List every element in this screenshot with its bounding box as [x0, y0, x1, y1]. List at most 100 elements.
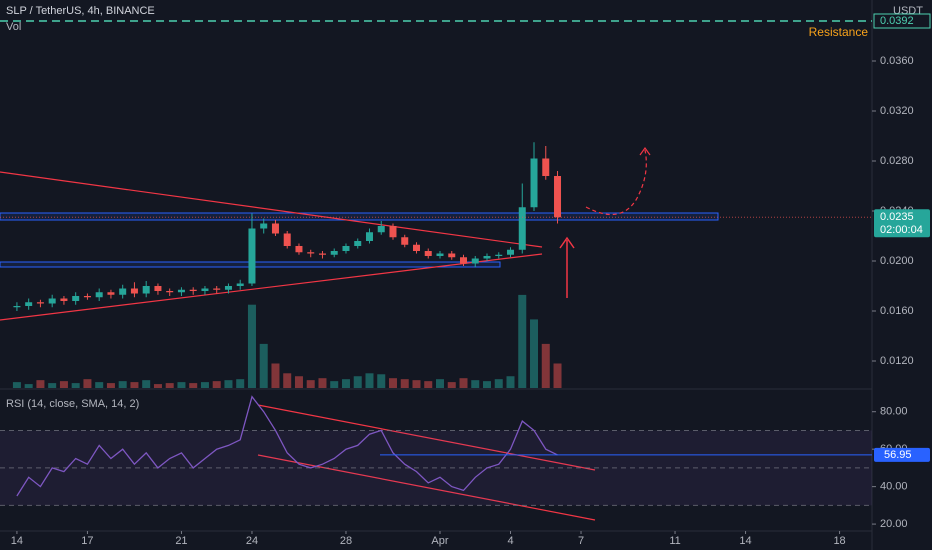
x-tick-label: 14 [739, 535, 751, 547]
x-tick-label: 24 [246, 535, 258, 547]
candle-body [459, 257, 467, 264]
candle-body [119, 288, 127, 295]
candle-body [283, 233, 291, 246]
y-tick-label: 20.00 [880, 518, 908, 530]
volume-bar [318, 378, 327, 388]
countdown: 02:00:04 [880, 224, 923, 236]
x-tick-label: 21 [175, 535, 187, 547]
volume-bar [377, 374, 386, 388]
x-tick-label: 18 [833, 535, 845, 547]
candle-body [448, 253, 456, 258]
candle-body [13, 306, 21, 308]
volume-bar [353, 376, 362, 388]
volume-bar [142, 380, 151, 388]
chart-title: SLP / TetherUS, 4h, BINANCE [6, 5, 155, 17]
volume-bar [306, 380, 315, 388]
candle-body [495, 254, 503, 256]
x-tick-label: 4 [507, 535, 513, 547]
candle-body [213, 288, 221, 290]
volume-bar [283, 373, 292, 388]
volume-bar [153, 384, 162, 388]
candle-body [295, 246, 303, 253]
volume-bar [294, 376, 303, 388]
candle-body [471, 258, 479, 264]
arrow-head [559, 236, 575, 249]
candle-body [154, 286, 162, 291]
candle-body [25, 302, 33, 306]
y-tick-label: 0.0280 [880, 155, 914, 167]
resistance-label: Resistance [809, 25, 869, 39]
volume-bar [412, 380, 421, 388]
volume-bar [247, 304, 256, 388]
volume-bar [330, 381, 339, 388]
volume-bar [459, 378, 468, 388]
volume-bar [224, 380, 233, 388]
candle-body [530, 158, 538, 208]
volume-bar [130, 382, 139, 388]
candle-body [377, 226, 385, 233]
candle-body [389, 226, 397, 238]
volume-bar [494, 379, 503, 388]
rsi-last-value: 56.95 [884, 449, 912, 461]
x-tick-label: 11 [669, 535, 680, 547]
trend-line [0, 253, 543, 321]
candle-body [236, 283, 244, 286]
candle-body [60, 298, 68, 301]
volume-bar [483, 381, 492, 388]
candle-body [424, 251, 432, 256]
x-tick-label: 28 [340, 535, 352, 547]
volume-bar [83, 379, 92, 388]
volume-bar [24, 384, 33, 388]
candle-body [224, 286, 232, 290]
candle-body [318, 253, 326, 255]
volume-bar [177, 382, 186, 388]
volume-bar [400, 379, 409, 388]
y-tick-label: 0.0320 [880, 105, 914, 117]
candle-body [201, 288, 209, 291]
volume-bar [435, 379, 444, 388]
candle-body [307, 252, 315, 254]
candle-body [72, 296, 80, 301]
candle-body [412, 244, 420, 251]
candle-body [365, 232, 373, 241]
y-tick-label: 0.0160 [880, 305, 914, 317]
projection-arrow [585, 149, 647, 216]
candle-body [483, 256, 491, 259]
candle-body [436, 253, 444, 256]
support-zone [0, 212, 719, 221]
volume-bar [553, 363, 562, 388]
candle-body [130, 288, 138, 294]
candle-body [189, 289, 197, 291]
candle-body [271, 223, 279, 234]
trend-line [0, 171, 543, 248]
volume-bar [530, 319, 539, 388]
last-price: 0.0235 [880, 211, 914, 223]
volume-bar [59, 381, 68, 388]
volume-bar [471, 380, 480, 388]
candle-body [354, 241, 362, 246]
y-tick-label: 0.0360 [880, 55, 914, 67]
volume-bar [388, 378, 397, 388]
volume-bar [71, 383, 80, 388]
rsi-title: RSI (14, close, SMA, 14, 2) [6, 398, 139, 410]
volume-bar [118, 381, 127, 388]
volume-bar [365, 373, 374, 388]
candle-body [248, 228, 256, 284]
candle-body [542, 158, 550, 176]
volume-bar [424, 381, 433, 388]
volume-bar [236, 379, 245, 388]
candle-body [48, 298, 56, 304]
x-tick-label: 7 [578, 535, 584, 547]
candle-body [554, 176, 562, 218]
volume-bar [271, 363, 280, 388]
volume-bar [259, 343, 268, 388]
volume-label: Vol [6, 21, 21, 33]
volume-bar [212, 381, 221, 388]
candle-body [142, 286, 150, 294]
volume-bar [447, 382, 456, 388]
volume-bar [36, 380, 45, 388]
candle-body [166, 291, 174, 293]
candle-body [401, 237, 409, 245]
x-tick-label: Apr [431, 535, 448, 547]
